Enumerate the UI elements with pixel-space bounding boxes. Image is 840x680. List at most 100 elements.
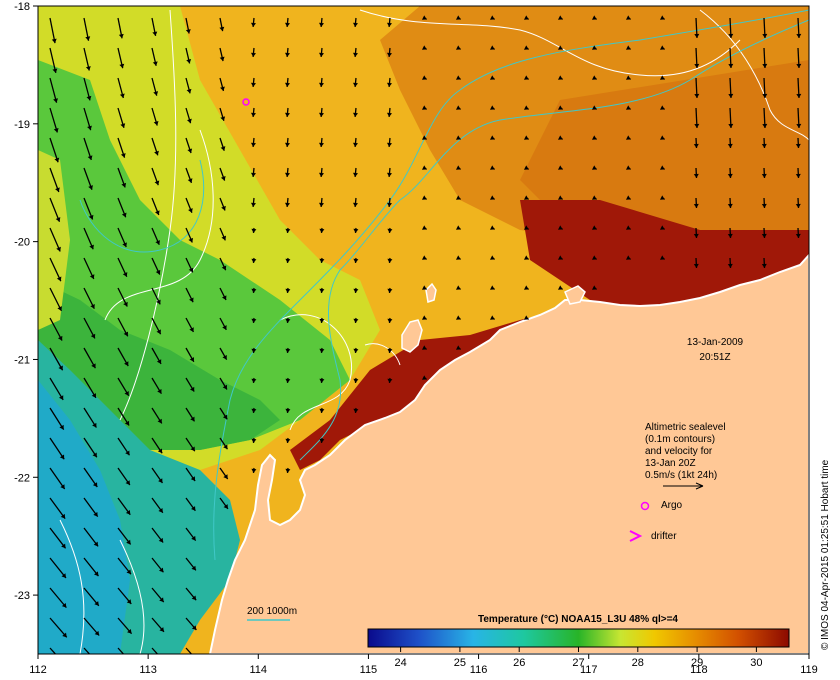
velocity-arrow	[49, 107, 58, 133]
velocity-arrowhead	[455, 315, 461, 320]
montebello-islands	[425, 282, 437, 303]
velocity-arrowhead	[625, 255, 631, 260]
velocity-arrowhead	[319, 378, 325, 383]
velocity-arrowhead	[625, 135, 631, 140]
velocity-arrowhead	[421, 255, 427, 260]
velocity-arrowhead	[591, 15, 597, 20]
velocity-arrowhead	[285, 378, 291, 383]
velocity-arrowhead	[353, 348, 359, 353]
velocity-arrowhead	[387, 142, 392, 147]
velocity-arrowhead	[191, 625, 197, 630]
velocity-arrowhead	[489, 285, 495, 290]
velocity-arrowhead	[557, 15, 563, 20]
velocity-arrowhead	[591, 285, 597, 290]
velocity-arrowhead	[223, 474, 228, 480]
velocity-arrowhead	[625, 225, 631, 230]
velocity-arrowhead	[185, 29, 191, 34]
velocity-arrowhead	[285, 468, 291, 473]
velocity-arrow	[49, 227, 61, 252]
velocity-arrowhead	[421, 75, 427, 80]
colorbar-tick-label: 24	[394, 657, 406, 669]
velocity-arrowhead	[158, 508, 163, 513]
velocity-arrowhead	[421, 225, 427, 230]
legend-line-1: Altimetric sealevel	[645, 422, 726, 433]
plot-frame	[37, 5, 810, 655]
velocity-arrowhead	[693, 143, 699, 148]
legend-line-4: 13-Jan 20Z	[645, 458, 696, 469]
velocity-arrowhead	[191, 595, 197, 601]
velocity-arrowhead	[125, 480, 130, 485]
velocity-arrowhead	[557, 225, 563, 230]
velocity-arrow	[49, 497, 66, 520]
velocity-arrowhead	[387, 378, 393, 383]
velocity-arrowhead	[353, 112, 358, 117]
colorbar-tick-label: 25	[454, 657, 466, 669]
velocity-arrowhead	[251, 82, 256, 87]
velocity-arrowhead	[591, 135, 597, 140]
velocity-arrowhead	[156, 299, 161, 305]
velocity-arrowhead	[125, 450, 130, 456]
velocity-arrowhead	[251, 142, 256, 147]
velocity-arrow	[49, 437, 65, 460]
velocity-arrow	[49, 167, 60, 193]
velocity-arrowhead	[285, 258, 291, 263]
velocity-arrowhead	[455, 105, 461, 110]
argo-legend-icon	[640, 501, 650, 511]
velocity-arrowhead	[90, 304, 95, 309]
velocity-arrowhead	[251, 172, 256, 177]
velocity-arrowhead	[591, 105, 597, 110]
velocity-arrowhead	[61, 602, 67, 608]
velocity-arrowhead	[155, 240, 160, 245]
velocity-arrowhead	[251, 258, 257, 263]
velocity-arrowhead	[761, 203, 767, 208]
velocity-arrowhead	[489, 255, 495, 260]
velocity-arrowhead	[319, 228, 325, 233]
velocity-arrowhead	[762, 33, 768, 38]
velocity-arrowhead	[659, 195, 665, 200]
velocity-arrowhead	[157, 418, 162, 424]
velocity-arrowhead	[251, 112, 256, 117]
lon-tick-label: 115	[360, 664, 378, 676]
velocity-arrowhead	[387, 288, 393, 293]
velocity-arrowhead	[728, 63, 734, 68]
velocity-arrowhead	[120, 123, 126, 128]
velocity-arrowhead	[191, 565, 196, 571]
velocity-arrowhead	[189, 386, 195, 392]
velocity-arrowhead	[319, 22, 324, 27]
velocity-arrowhead	[387, 52, 392, 57]
velocity-arrowhead	[188, 267, 194, 273]
velocity-arrowhead	[92, 482, 98, 487]
velocity-arrowhead	[285, 52, 290, 57]
velocity-arrowhead	[191, 535, 196, 541]
velocity-arrowhead	[455, 345, 461, 350]
isobath-lines	[79, 9, 809, 561]
colorbar: Temperature (°C) NOAA15_L3U 48% ql>=4 24…	[367, 614, 790, 669]
velocity-arrowhead	[285, 172, 290, 177]
lon-axis: 112 113 114 115 116 117 118 119	[29, 654, 818, 676]
velocity-arrowhead	[694, 123, 700, 128]
velocity-arrowhead	[625, 165, 631, 170]
velocity-arrowhead	[90, 333, 96, 339]
velocity-arrowhead	[251, 348, 257, 353]
velocity-arrowhead	[190, 476, 196, 481]
velocity-arrowhead	[728, 33, 734, 38]
velocity-arrowhead	[123, 331, 129, 337]
velocity-arrow	[49, 407, 65, 430]
velocity-arrow	[49, 557, 67, 579]
velocity-arrowhead	[87, 155, 93, 160]
velocity-arrowhead	[659, 255, 665, 260]
velocity-arrowhead	[659, 75, 665, 80]
velocity-arrowhead	[285, 408, 291, 413]
velocity-arrowhead	[727, 263, 733, 268]
velocity-arrowhead	[61, 543, 66, 549]
velocity-arrowhead	[285, 438, 291, 443]
velocity-arrowhead	[127, 628, 132, 634]
sst-field-edge	[38, 150, 70, 330]
velocity-arrowhead	[91, 363, 96, 369]
velocity-arrowhead	[159, 627, 164, 632]
velocity-arrowhead	[60, 484, 65, 489]
velocity-arrowhead	[353, 172, 358, 177]
velocity-arrowhead	[353, 142, 358, 147]
velocity-arrowhead	[489, 45, 495, 50]
velocity-arrowhead	[57, 306, 62, 311]
